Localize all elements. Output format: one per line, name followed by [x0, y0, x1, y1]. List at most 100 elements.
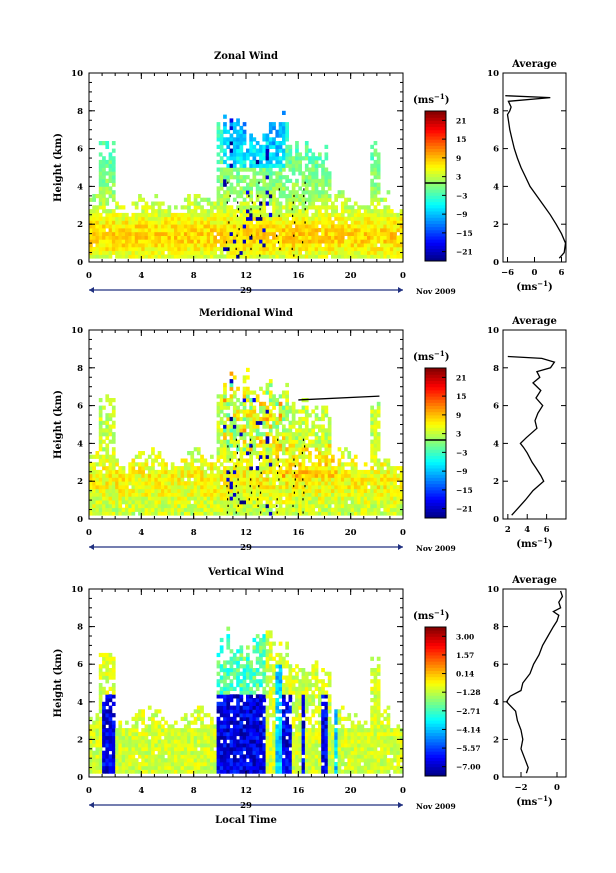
heatmap-cell: [285, 394, 289, 399]
heatmap-cell: [102, 720, 106, 725]
heatmap-cell: [308, 469, 312, 475]
heatmap-cell: [111, 713, 116, 718]
heatmap-cell: [98, 141, 103, 146]
heatmap-cell: [223, 488, 227, 493]
heatmap-cell: [295, 239, 299, 244]
heatmap-cell: [265, 405, 270, 410]
heatmap-cell: [252, 137, 257, 142]
heatmap-cell: [236, 458, 240, 463]
heatmap-cell: [219, 447, 224, 452]
heatmap-cell: [105, 454, 110, 459]
heatmap-cell: [246, 443, 250, 448]
heatmap-cell: [206, 466, 211, 471]
heatmap-cell: [134, 454, 139, 459]
heatmap-cell: [187, 750, 191, 755]
heatmap-cell: [111, 743, 116, 748]
heatmap-cell: [111, 243, 116, 248]
heatmap-cell: [102, 762, 106, 767]
heatmap-cell: [219, 209, 224, 214]
heatmap-cell: [255, 424, 260, 429]
heatmap-cell: [210, 500, 214, 505]
heatmap-cell: [389, 243, 394, 248]
heatmap-cell: [147, 743, 152, 748]
contour-dot: [277, 438, 279, 441]
heatmap-cell: [147, 728, 152, 733]
heatmap-cell: [373, 231, 378, 236]
colorbar-segment: [425, 474, 446, 478]
heatmap-cell: [141, 481, 145, 486]
heatmap-cell: [213, 492, 217, 497]
heatmap-cell: [203, 469, 208, 475]
heatmap-cell: [318, 477, 322, 482]
heatmap-cell: [265, 477, 270, 482]
heatmap-cell: [144, 205, 149, 210]
colorbar-segment: [425, 446, 446, 450]
heatmap-cell: [180, 728, 185, 733]
heatmap-cell: [115, 224, 119, 229]
heatmap-cell: [249, 496, 253, 501]
heatmap-cell: [285, 507, 289, 512]
colorbar-segment: [425, 132, 446, 137]
heatmap-cell: [242, 122, 247, 127]
heatmap-cell: [262, 485, 267, 490]
heatmap-cell: [275, 507, 280, 512]
heatmap-cell: [396, 224, 401, 229]
heatmap-cell: [213, 201, 217, 206]
heatmap-cell: [187, 511, 191, 516]
heatmap-cell: [337, 190, 342, 195]
heatmap-cell: [272, 488, 276, 493]
heatmap-cell: [118, 743, 123, 748]
heatmap-cell: [170, 462, 175, 467]
contour-dot: [304, 445, 306, 448]
heatmap-cell: [311, 182, 316, 187]
heatmap-cell: [125, 254, 129, 259]
heatmap-cell: [102, 466, 106, 471]
heatmap-cell: [324, 246, 329, 252]
heatmap-cell: [255, 469, 260, 475]
heatmap-cell: [190, 235, 195, 240]
heatmap-cell: [321, 405, 325, 410]
heatmap-cell: [223, 382, 227, 388]
heatmap-cell: [206, 492, 211, 497]
heatmap-cell: [295, 228, 299, 233]
heatmap-cell: [242, 220, 247, 225]
contour-dot: [305, 201, 307, 204]
heatmap-cell: [232, 212, 237, 218]
heatmap-cell: [95, 250, 100, 255]
heatmap-cell: [144, 746, 149, 752]
heatmap-cell: [196, 507, 201, 512]
heatmap-cell: [285, 178, 289, 183]
heatmap-cell: [92, 194, 96, 199]
heatmap-cell: [134, 765, 139, 770]
heatmap-cell: [301, 175, 306, 180]
heatmap-cell: [370, 182, 374, 187]
heatmap-cell: [311, 511, 316, 516]
heatmap-cell: [268, 507, 273, 512]
heatmap-cell: [242, 432, 247, 437]
heatmap-cell: [118, 500, 123, 505]
heatmap-cell: [193, 758, 198, 763]
heatmap-cell: [262, 216, 267, 221]
heatmap-cell: [357, 481, 361, 486]
heatmap-cell: [141, 716, 145, 721]
heatmap-cell: [337, 462, 342, 467]
heatmap-cell: [396, 496, 401, 501]
heatmap-cell: [144, 750, 149, 755]
heatmap-cell: [219, 432, 224, 437]
heatmap-cell: [226, 141, 231, 146]
heatmap-cell: [216, 133, 221, 138]
heatmap-cell: [193, 735, 198, 740]
heatmap-cell: [282, 481, 286, 486]
heatmap-cell: [111, 485, 116, 490]
colorbar-segment: [425, 120, 446, 124]
heatmap-cell: [268, 428, 273, 433]
heatmap-cell: [164, 466, 168, 471]
heatmap-cell: [219, 137, 224, 142]
heatmap-cell: [118, 469, 123, 475]
heatmap-cell: [232, 144, 237, 149]
heatmap-cell: [282, 190, 286, 195]
heatmap-cell: [216, 246, 221, 252]
heatmap-cell: [187, 743, 191, 748]
heatmap-cell: [111, 235, 116, 240]
heatmap-cell: [154, 496, 159, 501]
